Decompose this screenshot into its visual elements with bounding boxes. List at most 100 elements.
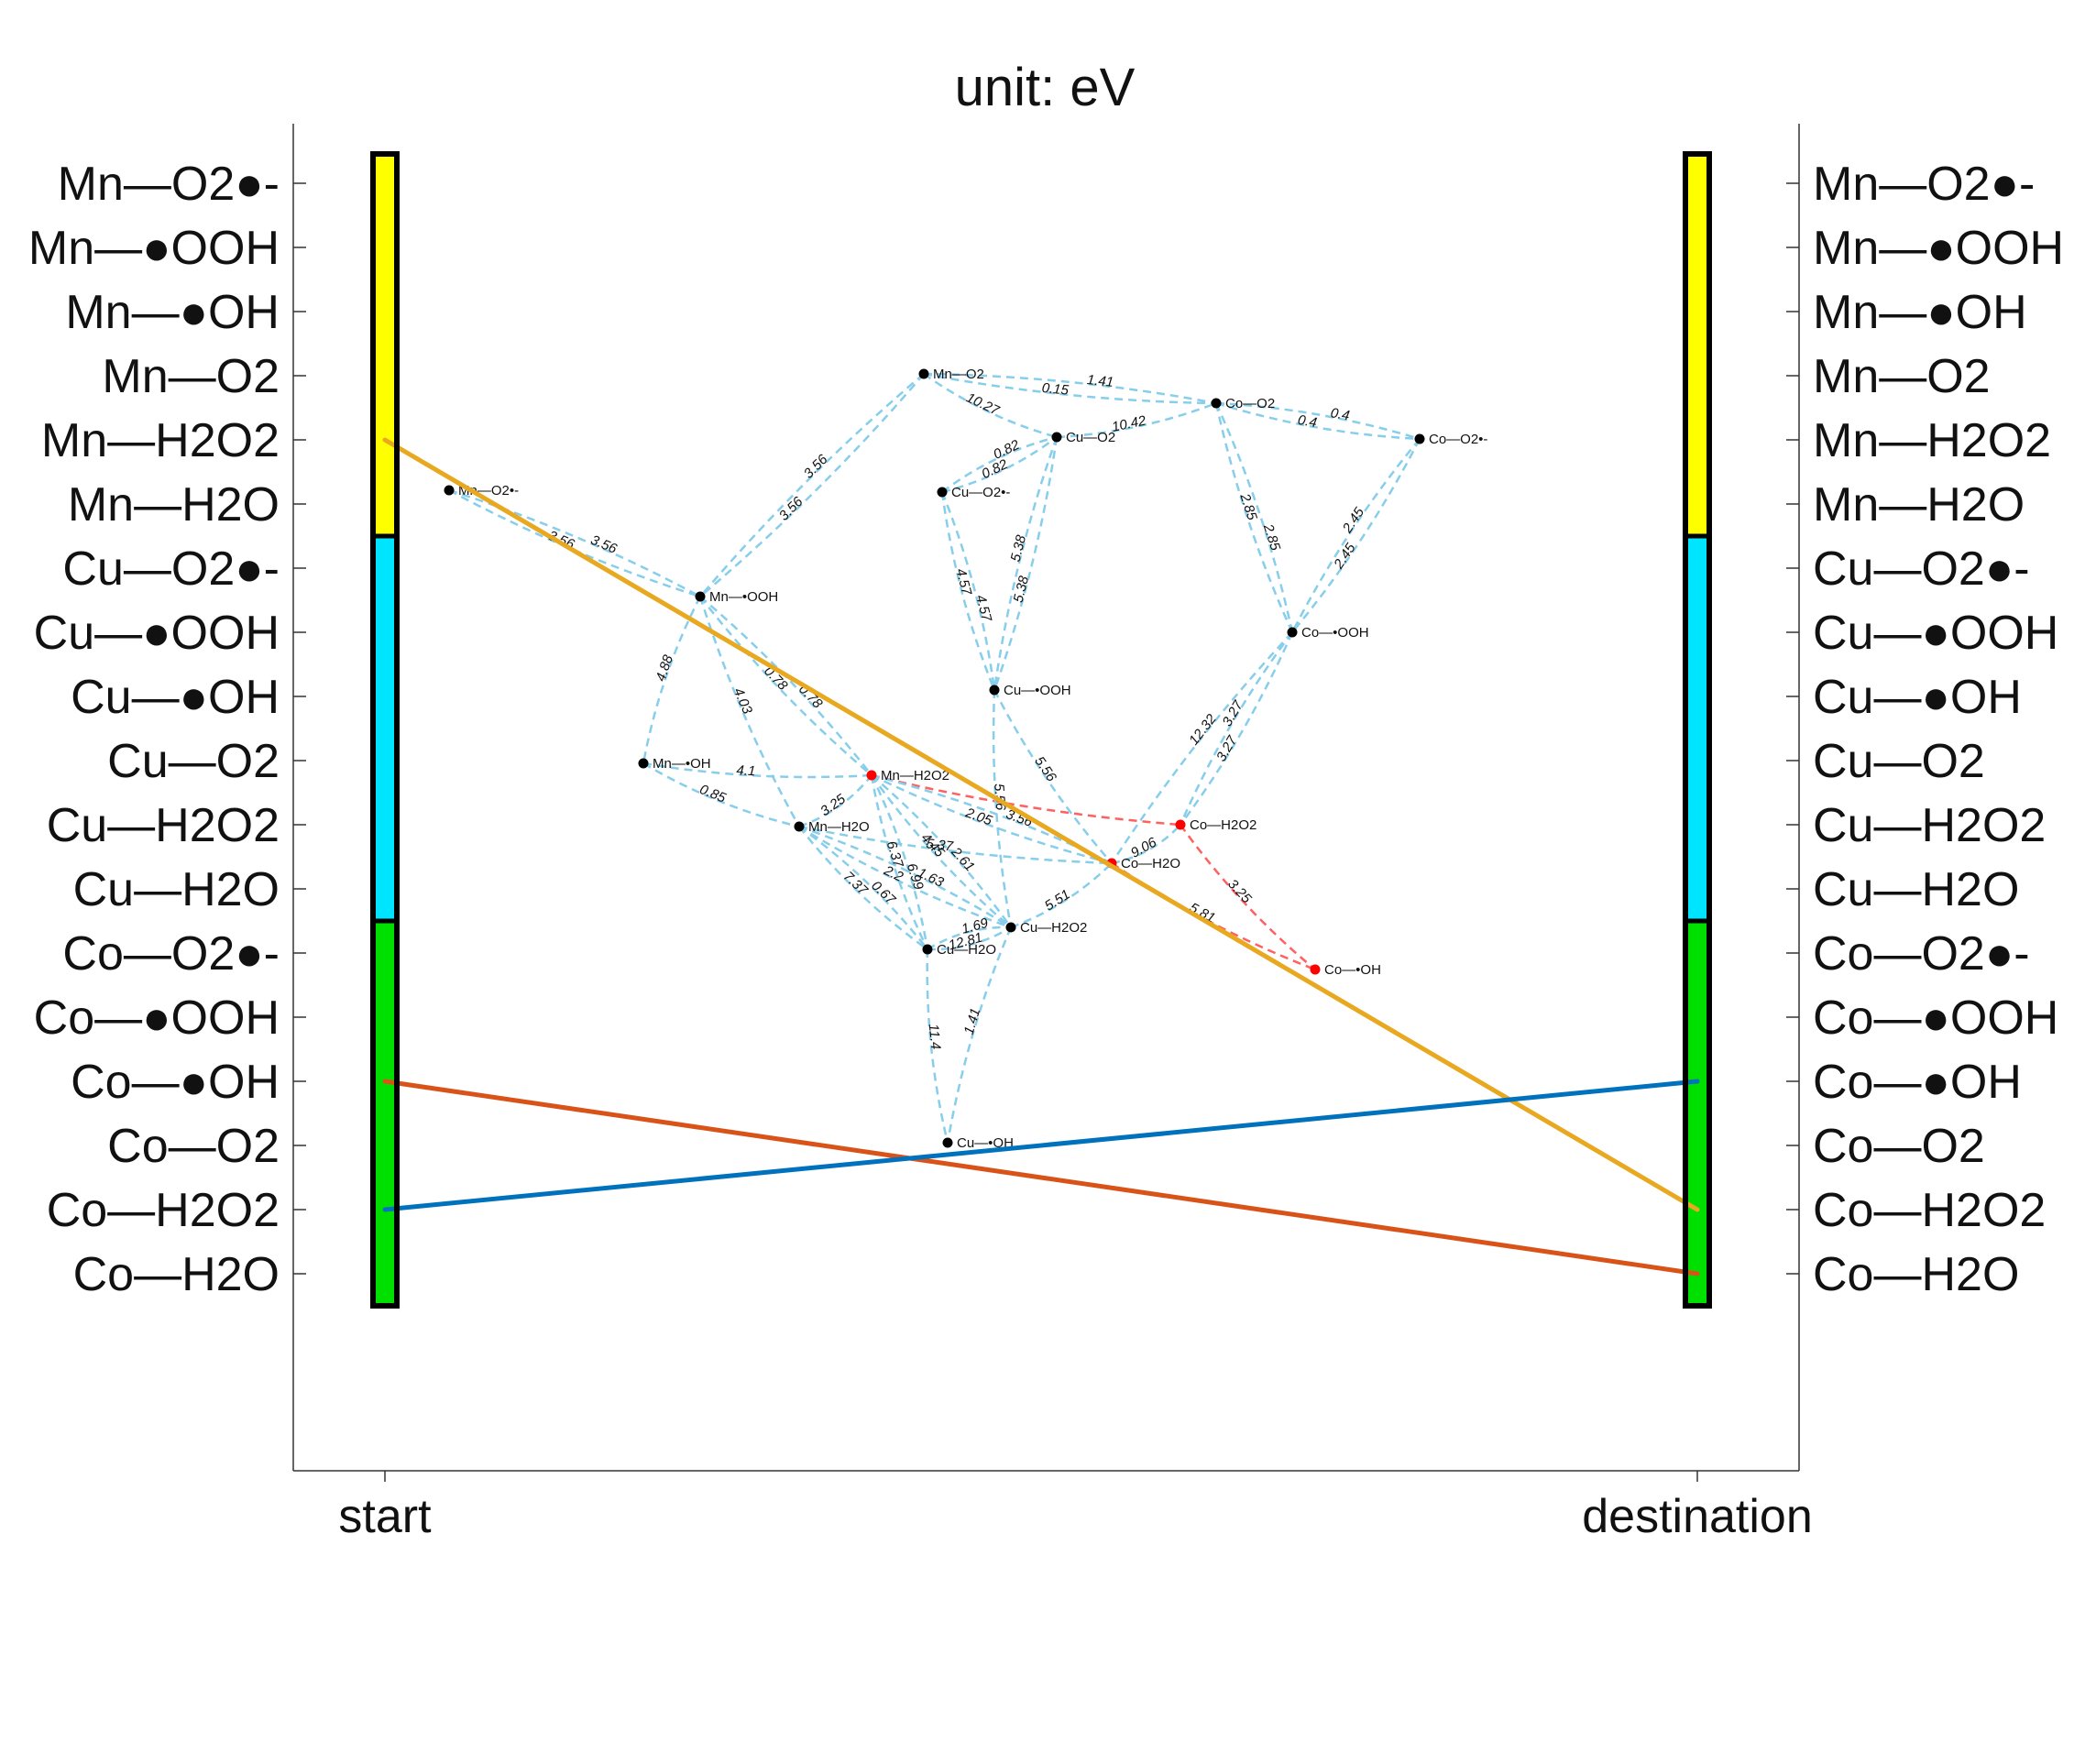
network-node [1051,432,1062,443]
edge-weight-label: 10.42 [1111,412,1148,435]
node-label: Mn—H2O [808,819,870,835]
edge-weight-label: 5.56 [1031,754,1059,785]
edge [798,826,928,951]
right-tick-label: Mn—H2O2 [1813,414,2051,467]
network-node [444,485,455,496]
edge-weight-label: 4.57 [972,593,994,623]
edge-weight-label: 4.57 [952,567,974,597]
network-node [695,591,706,602]
network-node [1211,398,1222,409]
edge [1215,401,1421,441]
right-tick-label: Cu—●OH [1813,671,2022,724]
edge-weight-label: 1.41 [1086,372,1114,390]
left-tick-label: Cu—●OOH [34,607,280,660]
chart-title: unit: eV [955,58,1136,117]
edge-weight-label: 0.82 [991,437,1022,463]
plot-axes [292,124,1800,1482]
right-tick-label: Co—●OOH [1813,992,2058,1045]
edge [798,825,928,950]
x-label-start: start [338,1490,432,1543]
edge-weight-label: 7.37 [840,869,871,899]
node-label: Co—H2O [1121,856,1180,871]
edge [1214,402,1294,633]
network-edges [448,372,1421,1144]
left-tick-label: Co—H2O [73,1248,280,1301]
network-node [937,487,948,498]
node-label: Co—•OOH [1301,625,1369,641]
edge-weight-label: 5.37 [926,836,955,854]
start-bar-border [370,151,400,1309]
left-tick-label: Mn—●OH [65,286,280,339]
edge-weight-label: 3.27 [1213,733,1241,764]
edge [699,596,872,776]
network-node [1414,433,1425,444]
edge [941,435,1058,493]
network-node [942,1137,953,1148]
right-tick-label: Co—H2O [1813,1248,2019,1301]
node-label: Co—O2•- [1429,432,1487,447]
network-node [1310,964,1321,975]
axis-tick-labels: Mn—O2●- Mn—●OOH Mn—●OH Mn—O2 Mn—H2O2 Mn—H2O Cu… [28,158,2064,1543]
network-node [918,368,929,379]
edge-weight-label: 5.38 [1008,533,1030,564]
edge [699,596,872,776]
edge [926,948,949,1144]
edge-weight-label: 3.56 [776,494,807,524]
x-label-destination: destination [1582,1490,1813,1543]
edge [1214,402,1294,633]
left-tick-label: Cu—O2 [107,735,280,788]
edge-weight-label: 10.27 [964,389,1003,419]
node-label: Cu—•OH [957,1135,1014,1151]
network-node [1287,627,1298,638]
network-node [794,821,805,832]
mapping-lines [382,437,1700,1276]
edge-weight-label: 0.4 [1297,412,1318,431]
edge-weight-label: 12.32 [1186,711,1220,749]
edge-weight-label: 4.88 [653,652,676,684]
left-tick-label: Mn—●OOH [28,222,280,275]
edge [927,926,1012,951]
left-tick-label: Co—O2●- [62,927,280,981]
edge [946,926,1013,1144]
edge-weight-label: 11.4 [926,1023,944,1050]
right-tick-label: Cu—H2O2 [1813,799,2046,852]
edge [1290,438,1421,633]
edge-weight-label: 3.25 [818,791,849,819]
right-tick-label: Cu—O2 [1813,735,1985,788]
node-label: Cu—O2•- [951,485,1010,500]
mapping-line [382,437,1700,1212]
left-tick-label: Mn—H2O2 [41,414,280,467]
node-label: Mn—O2 [933,367,984,382]
edge [993,689,1113,864]
right-tick-label: Co—O2 [1813,1120,1985,1173]
edge [448,488,701,598]
mapping-line [382,1079,1700,1212]
left-tick-label: Mn—O2 [102,350,280,403]
edge [699,373,925,597]
node-label: Cu—H2O2 [1020,920,1087,936]
edge [448,488,701,598]
destination-co-group-bar [1685,921,1709,1306]
right-tick-label: Mn—●OOH [1813,222,2064,275]
left-tick-label: Cu—●OH [71,671,280,724]
edge [941,436,1058,494]
edge [871,774,1013,928]
edge [992,689,1013,928]
edge [642,761,800,828]
edge-weight-label: 3.56 [588,532,620,557]
edge-weight-label: 4.45 [917,830,948,860]
edge-weight-label: 4.03 [730,685,755,717]
edge-weight-label: 0.15 [1041,380,1070,399]
edge-weight-label: 0.4 [1329,405,1350,423]
node-label: Cu—•OOH [1004,683,1071,698]
network-node [922,944,933,955]
right-tick-label: Mn—O2 [1813,350,1991,403]
edge [870,774,1012,928]
edge [871,773,1181,827]
start-mn-group-bar [373,154,397,536]
edge-weight-label: 3.25 [1224,876,1255,906]
right-tick-label: Cu—O2●- [1813,542,2030,596]
edge [698,596,801,827]
edge-weight-label: 2.85 [1236,491,1260,523]
